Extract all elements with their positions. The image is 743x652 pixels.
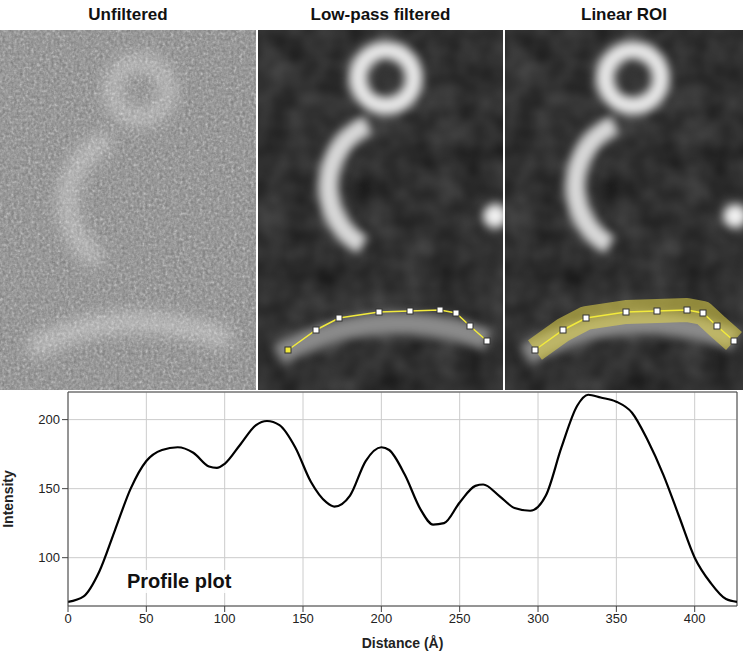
svg-text:400: 400 <box>684 611 706 626</box>
html-text:Profile plot: Profile plot <box>127 570 232 592</box>
html-text:Linear ROI: Linear ROI <box>581 5 667 24</box>
svg-text:350: 350 <box>606 611 628 626</box>
svg-text:50: 50 <box>139 611 153 626</box>
svg-text:150: 150 <box>292 611 314 626</box>
svg-text:100: 100 <box>214 611 236 626</box>
svg-text:Intensity: Intensity <box>0 470 16 528</box>
svg-text:200: 200 <box>370 611 392 626</box>
html-text:Low-pass filtered: Low-pass filtered <box>310 5 451 24</box>
svg-text:150: 150 <box>38 481 60 496</box>
svg-text:200: 200 <box>38 412 60 427</box>
svg-text:Distance (Å): Distance (Å) <box>362 635 444 651</box>
svg-text:100: 100 <box>38 550 60 565</box>
svg-text:250: 250 <box>449 611 471 626</box>
svg-text:300: 300 <box>527 611 549 626</box>
html-text:Unfiltered: Unfiltered <box>88 5 168 24</box>
svg-text:0: 0 <box>64 611 71 626</box>
